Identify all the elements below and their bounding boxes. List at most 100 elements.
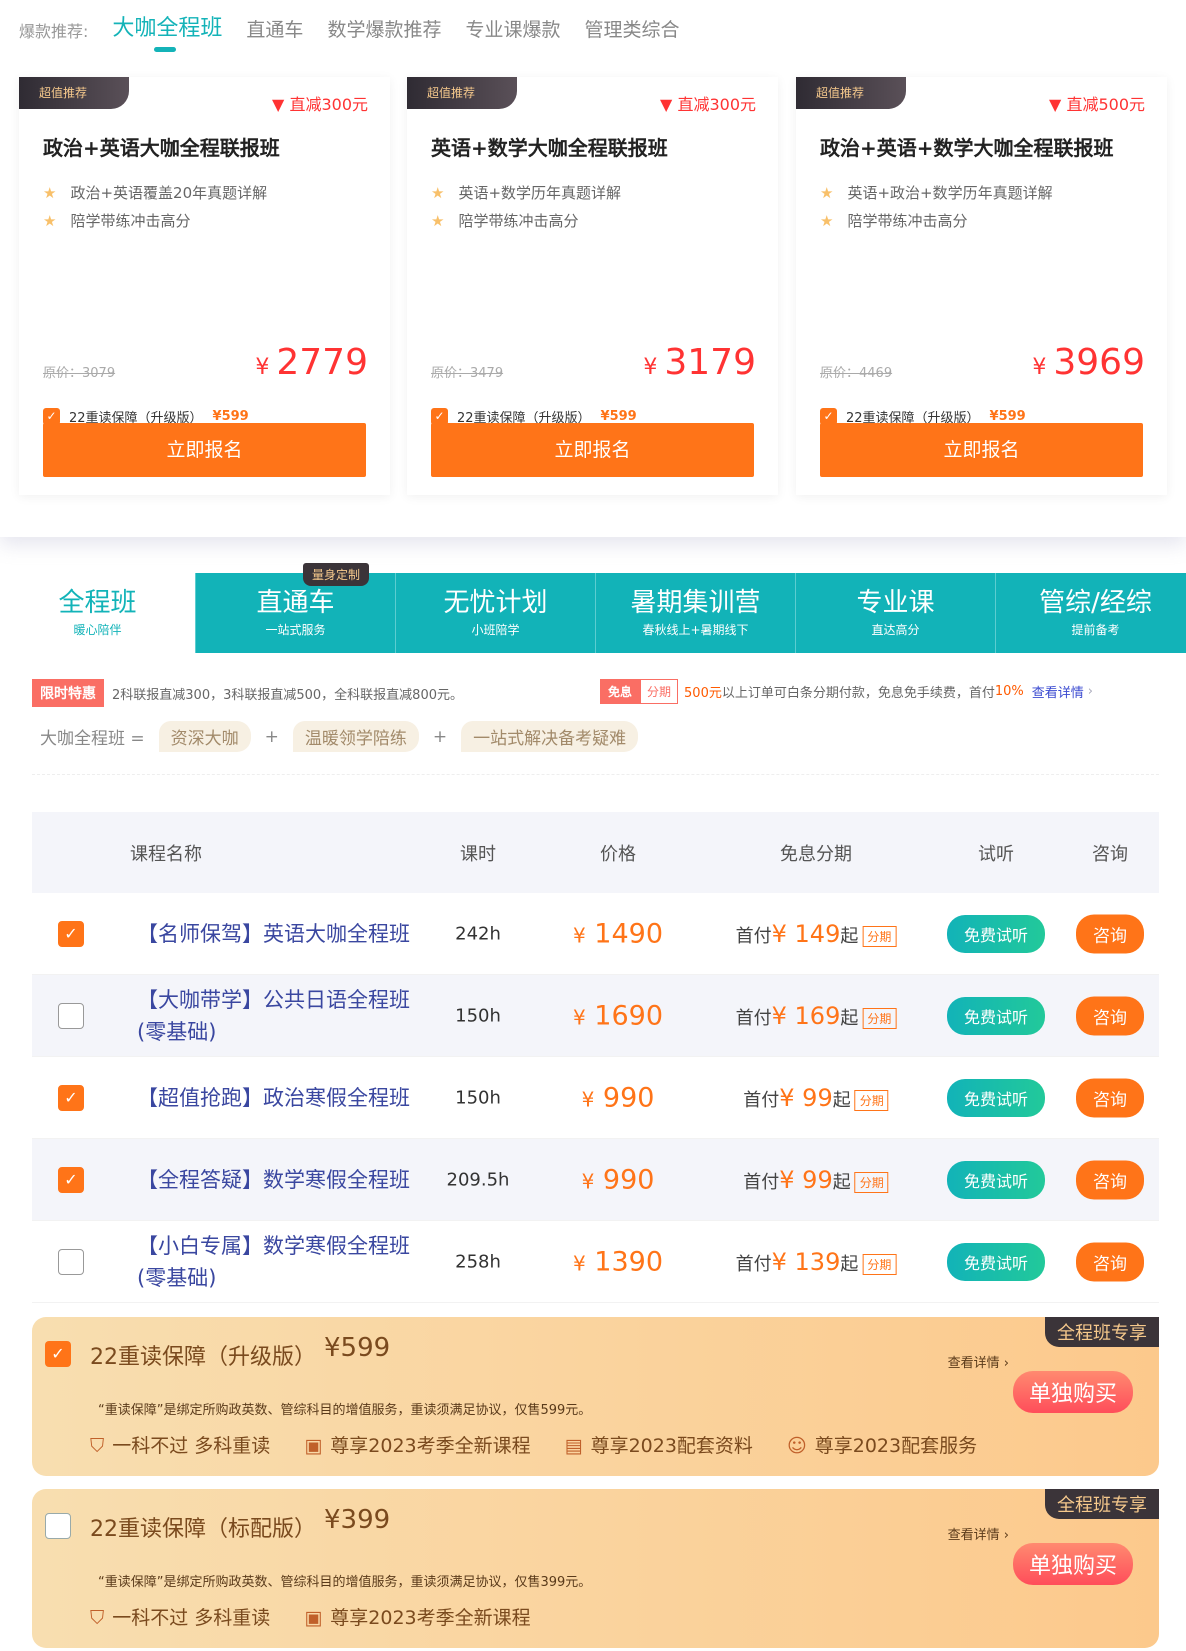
option-upgrade[interactable]: ✓ 22重读保障（升级版） ¥599 <box>820 407 1026 426</box>
course-name[interactable]: 【小白专属】数学寒假全程班(零基础) <box>137 1233 410 1290</box>
free-trial-button[interactable]: 免费试听 <box>946 1160 1046 1199</box>
course-hours: 258h <box>455 1251 501 1272</box>
course-name[interactable]: 【名师保驾】英语大咖全程班 <box>137 921 410 946</box>
table-header: 课程名称 课时 价格 免息分期 试听 咨询 <box>32 812 1159 893</box>
limited-offer-tag: 限时特惠 <box>32 679 104 707</box>
free-trial-button[interactable]: 免费试听 <box>946 914 1046 953</box>
installment: 首付¥ 149起 分期 <box>736 920 897 948</box>
course-name[interactable]: 【大咖带学】公共日语全程班(零基础) <box>137 987 410 1044</box>
tab-4[interactable]: 专业课 直达高分 <box>795 573 995 653</box>
original-price: 原价：3479 <box>431 366 504 381</box>
start-label: 起 <box>840 925 859 947</box>
start-label: 起 <box>832 1089 851 1111</box>
table-row: ✓ 【全程答疑】数学寒假全程班 209.5h ¥ 990 首付¥ 99起 分期 免… <box>32 1139 1159 1221</box>
triangle-down-icon: ▼ <box>1049 95 1062 114</box>
consult-button[interactable]: 咨询 <box>1076 914 1144 953</box>
buy-separately-button[interactable]: 单独购买 <box>1012 1371 1133 1413</box>
tab-5[interactable]: 管综/经综 提前备考 <box>995 573 1186 653</box>
shield-icon: ⛉ <box>90 1435 105 1457</box>
consult-button[interactable]: 咨询 <box>1076 1242 1144 1281</box>
exclusive-tag: 全程班专享 <box>1045 1489 1159 1519</box>
col-hours: 课时 <box>460 843 496 865</box>
tab-1[interactable]: 直通车 一站式服务 <box>195 573 395 653</box>
checkbox-checked[interactable]: ✓ <box>431 408 448 425</box>
nav-item-major[interactable]: 专业课爆款 <box>465 19 561 41</box>
tab-subtitle: 小班陪学 <box>471 623 520 637</box>
value-badge: 超值推荐 <box>19 77 129 109</box>
option-upgrade[interactable]: ✓ 22重读保障（升级版） ¥599 <box>43 407 249 426</box>
feature-text: 英语+数学历年真题详解 <box>458 184 622 202</box>
feature-text: 陪学带练冲击高分 <box>70 212 191 230</box>
view-details-link[interactable]: 查看详情 › <box>948 1352 1009 1371</box>
discount-label: ▼ 直减300元 <box>272 91 368 115</box>
course-price: ¥ 1490 <box>573 918 663 949</box>
category-tabs: 全程班 暖心陪伴 直通车 一站式服务 无忧计划 小班陪学 暑期集训营 春秋线上+暑期线下 专业课… <box>0 573 1186 653</box>
feature-text: 政治+英语覆盖20年真题详解 <box>70 184 268 202</box>
feature-text: 陪学带练冲击高分 <box>847 212 968 230</box>
tab-2[interactable]: 无忧计划 小班陪学 <box>395 573 595 653</box>
free-trial-button[interactable]: 免费试听 <box>946 996 1046 1035</box>
free-trial-button[interactable]: 免费试听 <box>946 1242 1046 1281</box>
price-value: 2779 <box>276 342 368 383</box>
promo-installment: 免息 分期 500元 以上订单可白条分期付款，免息免手续费，首付 10% 查看详… <box>600 679 1093 704</box>
installment: 首付¥ 99起 分期 <box>743 1166 889 1194</box>
guarantee-checkbox[interactable]: ✓ <box>45 1341 71 1367</box>
star-icon: ★ <box>431 212 445 230</box>
course-hours: 150h <box>455 1087 501 1108</box>
consult-button[interactable]: 咨询 <box>1076 1078 1144 1117</box>
guarantee-checkbox[interactable] <box>45 1513 71 1539</box>
promo-text2: 以上订单可白条分期付款，免息免手续费，首付 <box>721 686 995 701</box>
discount-text: 直减300元 <box>289 95 368 114</box>
col-installment: 免息分期 <box>780 843 852 865</box>
row-checkbox[interactable] <box>58 1002 84 1029</box>
enroll-button[interactable]: 立即报名 <box>43 423 366 477</box>
guarantee-feature: ▤ 尊享2023配套资料 <box>565 1431 753 1458</box>
nav-item-management[interactable]: 管理类综合 <box>584 19 680 41</box>
checkbox-checked[interactable]: ✓ <box>820 408 837 425</box>
row-checkbox[interactable]: ✓ <box>58 920 84 947</box>
interest-free-tag: 免息 <box>600 679 641 704</box>
nav-item-dakа[interactable]: 大咖全程班 <box>112 10 222 52</box>
promo-pct: 10% <box>994 684 1024 699</box>
tailor-badge: 量身定制 <box>303 563 370 586</box>
row-checkbox[interactable]: ✓ <box>58 1084 84 1111</box>
row-checkbox[interactable] <box>58 1248 84 1275</box>
currency: ¥ <box>255 355 277 380</box>
start-label: 起 <box>840 1007 859 1029</box>
feature: ★ 陪学带练冲击高分 <box>43 210 190 231</box>
free-trial-button[interactable]: 免费试听 <box>946 1078 1046 1117</box>
installment-badge: 分期 <box>862 1254 897 1275</box>
tab-subtitle: 春秋线上+暑期线下 <box>642 623 749 637</box>
first-pay-label: 首付 <box>735 1007 772 1029</box>
col-trial: 试听 <box>978 843 1014 865</box>
enroll-button[interactable]: 立即报名 <box>820 423 1143 477</box>
nav-item-math[interactable]: 数学爆款推荐 <box>327 19 442 41</box>
package-card: 超值推荐 ▼ 直减300元 政治+英语大咖全程联报班 ★ 政治+英语覆盖20年真题… <box>19 77 390 495</box>
tab-3[interactable]: 暑期集训营 春秋线上+暑期线下 <box>595 573 795 653</box>
view-details-link[interactable]: 查看详情 <box>1031 686 1084 701</box>
guarantee-price: ¥399 <box>324 1505 391 1535</box>
nav-item-express[interactable]: 直通车 <box>246 19 304 41</box>
down-payment: ¥ 149 <box>771 919 841 948</box>
enroll-button[interactable]: 立即报名 <box>431 423 754 477</box>
currency: ¥ <box>572 1251 586 1275</box>
view-details-link[interactable]: 查看详情 › <box>948 1524 1009 1543</box>
course-name[interactable]: 【超值抢跑】政治寒假全程班 <box>137 1085 410 1110</box>
consult-button[interactable]: 咨询 <box>1076 996 1144 1035</box>
row-checkbox[interactable]: ✓ <box>58 1166 84 1193</box>
tab-title: 直通车 <box>256 588 335 618</box>
star-icon: ★ <box>820 184 834 202</box>
checkbox-checked[interactable]: ✓ <box>43 408 60 425</box>
star-icon: ★ <box>820 212 834 230</box>
course-name[interactable]: 【全程答疑】数学寒假全程班 <box>137 1167 410 1192</box>
buy-separately-button[interactable]: 单独购买 <box>1012 1543 1133 1585</box>
currency: ¥ <box>572 923 586 947</box>
consult-button[interactable]: 咨询 <box>1076 1160 1144 1199</box>
installment-badge: 分期 <box>862 926 897 947</box>
tab-subtitle: 提前备考 <box>1071 623 1120 637</box>
price-value: 990 <box>602 1082 655 1113</box>
tab-0[interactable]: 全程班 暖心陪伴 <box>0 573 195 653</box>
option-upgrade[interactable]: ✓ 22重读保障（升级版） ¥599 <box>431 407 637 426</box>
course-price: ¥ 990 <box>582 1082 655 1113</box>
first-pay-label: 首付 <box>735 1253 772 1275</box>
